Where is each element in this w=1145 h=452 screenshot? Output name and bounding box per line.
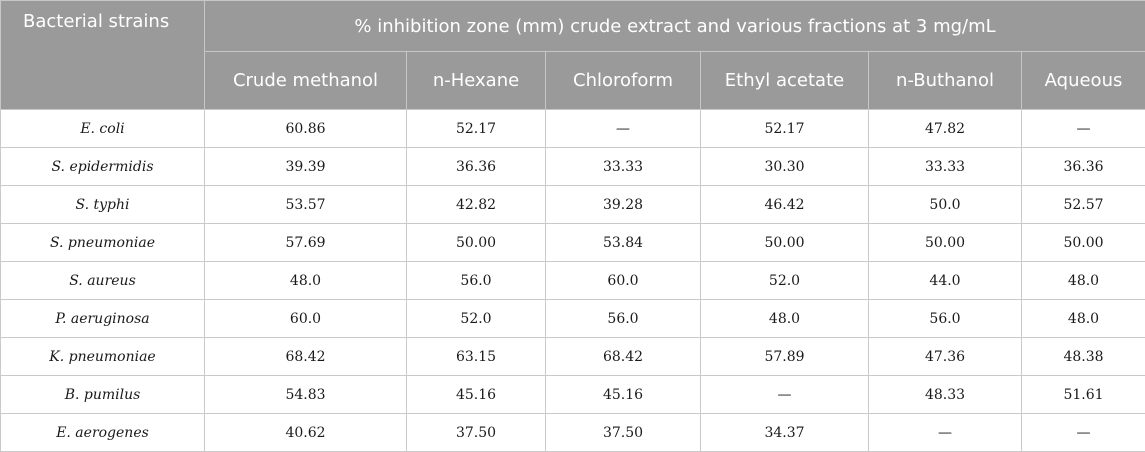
value-cell: 50.0 [869, 186, 1022, 224]
value-cell: 37.50 [407, 414, 546, 452]
value-cell: 46.42 [701, 186, 869, 224]
value-cell: — [869, 414, 1022, 452]
value-cell: 50.00 [701, 224, 869, 262]
value-cell: 60.0 [205, 300, 407, 338]
value-cell: 33.33 [546, 148, 701, 186]
value-cell: 52.57 [1022, 186, 1145, 224]
column-header: Aqueous [1022, 52, 1145, 110]
value-cell: 53.57 [205, 186, 407, 224]
value-cell: 36.36 [407, 148, 546, 186]
value-cell: 56.0 [546, 300, 701, 338]
value-cell: 52.17 [407, 110, 546, 148]
value-cell: 42.82 [407, 186, 546, 224]
strain-column-header: Bacterial strains [1, 1, 205, 110]
value-cell: 48.33 [869, 376, 1022, 414]
strain-cell: S. aureus [1, 262, 205, 300]
value-cell: 56.0 [869, 300, 1022, 338]
value-cell: — [1022, 414, 1145, 452]
value-cell: — [1022, 110, 1145, 148]
value-cell: 53.84 [546, 224, 701, 262]
strain-cell: E. coli [1, 110, 205, 148]
strain-cell: S. epidermidis [1, 148, 205, 186]
value-cell: 39.28 [546, 186, 701, 224]
value-cell: 68.42 [546, 338, 701, 376]
strain-cell: P. aeruginosa [1, 300, 205, 338]
value-cell: 60.86 [205, 110, 407, 148]
value-cell: 63.15 [407, 338, 546, 376]
value-cell: 48.0 [701, 300, 869, 338]
value-cell: — [546, 110, 701, 148]
value-cell: 48.38 [1022, 338, 1145, 376]
value-cell: 48.0 [1022, 300, 1145, 338]
value-cell: 40.62 [205, 414, 407, 452]
strain-cell: E. aerogenes [1, 414, 205, 452]
column-header: n-Buthanol [869, 52, 1022, 110]
column-header: Chloroform [546, 52, 701, 110]
column-header: Crude methanol [205, 52, 407, 110]
value-cell: — [701, 376, 869, 414]
strain-cell: K. pneumoniae [1, 338, 205, 376]
value-cell: 50.00 [1022, 224, 1145, 262]
strain-cell: S. pneumoniae [1, 224, 205, 262]
column-header: n-Hexane [407, 52, 546, 110]
value-cell: 47.82 [869, 110, 1022, 148]
value-cell: 30.30 [701, 148, 869, 186]
value-cell: 57.89 [701, 338, 869, 376]
value-cell: 48.0 [205, 262, 407, 300]
value-cell: 56.0 [407, 262, 546, 300]
column-header: Ethyl acetate [701, 52, 869, 110]
value-cell: 44.0 [869, 262, 1022, 300]
value-cell: 51.61 [1022, 376, 1145, 414]
value-cell: 45.16 [546, 376, 701, 414]
value-cell: 52.17 [701, 110, 869, 148]
group-header: % inhibition zone (mm) crude extract and… [205, 1, 1145, 52]
value-cell: 39.39 [205, 148, 407, 186]
value-cell: 68.42 [205, 338, 407, 376]
strain-cell: S. typhi [1, 186, 205, 224]
value-cell: 33.33 [869, 148, 1022, 186]
value-cell: 52.0 [701, 262, 869, 300]
value-cell: 50.00 [869, 224, 1022, 262]
value-cell: 34.37 [701, 414, 869, 452]
value-cell: 52.0 [407, 300, 546, 338]
value-cell: 37.50 [546, 414, 701, 452]
value-cell: 50.00 [407, 224, 546, 262]
value-cell: 57.69 [205, 224, 407, 262]
value-cell: 48.0 [1022, 262, 1145, 300]
value-cell: 47.36 [869, 338, 1022, 376]
value-cell: 45.16 [407, 376, 546, 414]
value-cell: 54.83 [205, 376, 407, 414]
value-cell: 36.36 [1022, 148, 1145, 186]
strain-cell: B. pumilus [1, 376, 205, 414]
value-cell: 60.0 [546, 262, 701, 300]
